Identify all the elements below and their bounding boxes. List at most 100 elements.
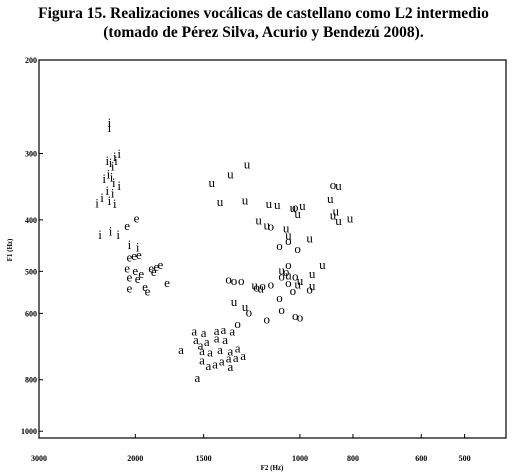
vowel-point-a: a [198, 337, 204, 352]
x-tick-label: 1500 [196, 454, 212, 463]
vowel-point-i: i [111, 185, 115, 200]
vowel-point-u: u [244, 157, 251, 172]
vowel-point-a: a [194, 370, 200, 385]
vowel-point-a: a [229, 323, 235, 338]
vowel-point-i: i [110, 169, 114, 184]
y-tick-label: 400 [25, 216, 37, 225]
vowel-point-u: u [257, 280, 264, 295]
x-axis-label: F2 (Hz) [261, 464, 284, 472]
vowel-point-u: u [274, 197, 281, 212]
vowel-point-u: u [290, 200, 297, 215]
vowel-point-u: u [255, 212, 262, 227]
vowel-point-a: a [206, 358, 212, 373]
vowel-point-u: u [309, 266, 316, 281]
vowel-point-u: u [297, 273, 304, 288]
vowel-point-i: i [108, 115, 112, 130]
vowel-point-o: o [253, 279, 260, 294]
vowel-point-i: i [114, 153, 118, 168]
vowel-point-o: o [238, 273, 245, 288]
y-tick-label: 200 [25, 56, 37, 65]
vowel-point-u: u [251, 278, 258, 293]
vowel-point-o: o [285, 275, 292, 290]
vowel-point-o: o [231, 273, 238, 288]
vowel-point-u: u [242, 299, 249, 314]
figure-title-line-1: Figura 15. Realizaciones vocálicas de ca… [38, 5, 489, 22]
vowel-point-a: a [193, 332, 199, 347]
vowel-point-u: u [285, 227, 292, 242]
vowel-point-o: o [292, 308, 299, 323]
vowel-point-i: i [107, 167, 111, 182]
y-tick-label: 800 [25, 376, 37, 385]
vowel-point-e: e [131, 248, 137, 263]
vowel-point-e: e [127, 250, 133, 265]
vowel-point-o: o [246, 304, 253, 319]
vowel-point-u: u [242, 193, 249, 208]
y-axis-label: F1 (Hz) [6, 238, 14, 261]
vowel-point-i: i [117, 178, 121, 193]
vowel-point-e: e [132, 263, 138, 278]
vowel-point-u: u [294, 276, 301, 291]
x-tick-label: 600 [415, 454, 427, 463]
vowel-point-u: u [231, 294, 238, 309]
vowel-point-u: u [283, 220, 290, 235]
vowel-point-o: o [306, 282, 313, 297]
vowel-point-a: a [214, 323, 220, 338]
vowel-point-o: o [297, 310, 304, 325]
vowel-point-o: o [234, 316, 241, 331]
y-tick-label: 1000 [21, 427, 37, 436]
vowel-point-e: e [136, 247, 142, 262]
vowel-point-e: e [127, 280, 133, 295]
vowel-point-e: e [134, 211, 140, 226]
vowel-point-a: a [221, 322, 227, 337]
vowel-point-e: e [154, 259, 160, 274]
vowel-point-e: e [124, 218, 130, 233]
vowel-point-o: o [330, 177, 337, 192]
vowel-point-u: u [227, 167, 234, 182]
vowel-point-o: o [268, 219, 275, 234]
vowel-point-a: a [201, 325, 207, 340]
vowel-point-o: o [225, 272, 232, 287]
vowel-point-i: i [102, 171, 106, 186]
vowel-point-o: o [276, 290, 283, 305]
y-tick-label: 600 [25, 309, 37, 318]
vowel-point-a: a [235, 340, 241, 355]
vowel-point-o: o [285, 233, 292, 248]
vowel-point-i: i [113, 196, 117, 211]
vowel-point-o: o [294, 241, 301, 256]
vowel-point-u: u [294, 206, 301, 221]
vowel-point-i: i [98, 227, 102, 242]
vowel-point-i: i [106, 153, 110, 168]
vowel-point-a: a [226, 350, 232, 365]
vowel-point-a: a [219, 353, 225, 368]
vowel-point-a: a [199, 353, 205, 368]
vowel-point-e: e [124, 261, 130, 276]
vowel-point-e: e [148, 261, 154, 276]
vowel-point-o: o [278, 268, 285, 283]
vowel-point-a: a [178, 342, 184, 357]
vowel-point-u: u [285, 267, 292, 282]
vowel-point-a: a [222, 332, 228, 347]
vowel-point-o: o [259, 278, 266, 293]
vowel-point-a: a [228, 359, 234, 374]
vowel-point-i: i [95, 196, 99, 211]
vowel-point-o: o [292, 199, 299, 214]
vowel-point-o: o [290, 283, 297, 298]
vowel-point-i: i [108, 193, 112, 208]
vowel-point-i: i [112, 175, 116, 190]
vowel-point-e: e [151, 264, 157, 279]
vowel-point-u: u [299, 198, 306, 213]
vowel-point-i: i [128, 237, 132, 252]
vowel-point-u: u [335, 178, 342, 193]
figure-title: Figura 15. Realizaciones vocálicas de ca… [0, 4, 527, 42]
vowel-point-a: a [204, 334, 210, 349]
vowel-point-a: a [191, 324, 197, 339]
vowel-point-e: e [138, 266, 144, 281]
vowel-point-u: u [266, 196, 273, 211]
vowel-point-i: i [136, 240, 140, 255]
vowel-point-e: e [157, 257, 163, 272]
vowel-point-e: e [127, 269, 133, 284]
vowel-point-a: a [199, 343, 205, 358]
vowel-point-i: i [109, 224, 113, 239]
